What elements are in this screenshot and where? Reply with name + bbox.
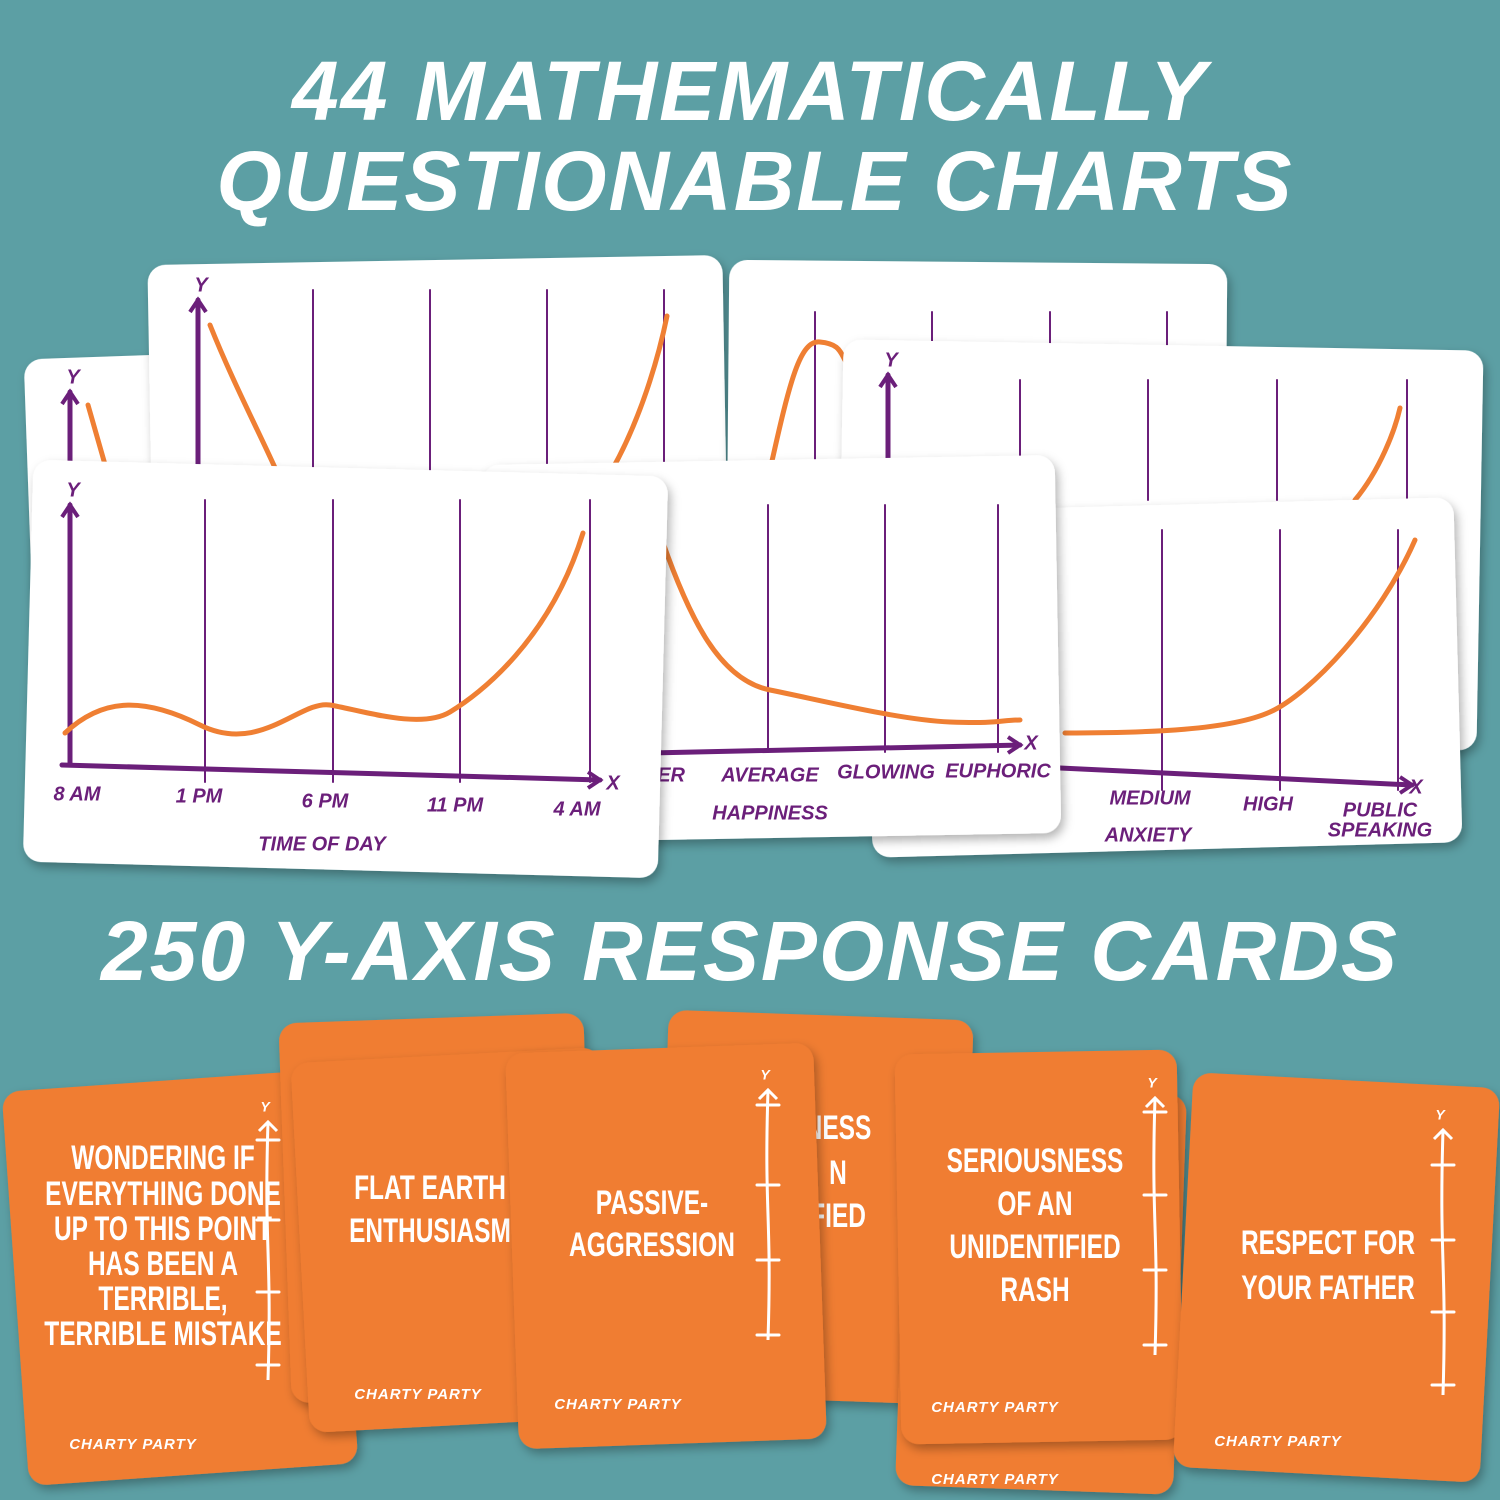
headline: QUESTIONABLE CHARTS xyxy=(216,134,1293,228)
y-axis xyxy=(265,1121,271,1381)
card-text: RESPECT FOR xyxy=(1241,1224,1415,1262)
card-face xyxy=(505,1043,827,1449)
x-tick-label: MEDIUM xyxy=(1109,787,1191,809)
card-text: FLAT EARTH xyxy=(354,1169,506,1207)
y-axis xyxy=(765,1089,771,1341)
x-tick-label: PUBLIC xyxy=(1343,799,1418,821)
card-text: OF AN xyxy=(997,1185,1072,1223)
axis-title: TIME OF DAY xyxy=(258,833,387,855)
card-face xyxy=(23,460,668,878)
curve xyxy=(609,313,670,473)
x-tick-label: 4 AM xyxy=(552,798,601,820)
x-tick-label: 6 PM xyxy=(302,790,350,812)
x-tick-label: SPEAKING xyxy=(1328,819,1432,841)
curve xyxy=(1062,537,1418,736)
rule xyxy=(647,742,1023,756)
card-text: RASH xyxy=(1000,1271,1069,1309)
x-tick-label: EUPHORIC xyxy=(945,760,1051,782)
arrow xyxy=(586,770,604,790)
y-label: Y xyxy=(1147,1075,1158,1091)
card: RESPECT FOR YOUR FATHER Y CHARTY PARTY xyxy=(1173,1073,1500,1482)
card-face xyxy=(2,1070,358,1485)
arrow xyxy=(60,501,80,519)
brand: CHARTY PARTY xyxy=(69,1436,198,1453)
arrow xyxy=(1398,775,1416,795)
y-axis xyxy=(1440,1129,1446,1396)
curve xyxy=(62,530,586,737)
y-label: Y xyxy=(66,479,81,501)
curve xyxy=(207,322,279,473)
card: SERIOUSNESS OF AN UNIDENTIFIED RASH Y CHARTY … xyxy=(894,1049,1184,1445)
brand: CHARTY PARTY xyxy=(554,1396,683,1413)
card-text: N xyxy=(829,1154,847,1192)
axis-title: HAPPINESS xyxy=(712,802,828,824)
card: PASSIVE- AGGRESSION Y CHARTY PARTY xyxy=(505,1043,827,1449)
y-label: Y xyxy=(194,274,209,296)
curve xyxy=(767,339,849,473)
subheadline: 250 Y-AXIS RESPONSE CARDS xyxy=(99,904,1399,998)
card-text: WONDERING IF xyxy=(71,1139,254,1177)
axis-title: ANXIETY xyxy=(1104,824,1193,846)
card-text: UNIDENTIFIED xyxy=(949,1228,1120,1266)
arrow xyxy=(1144,1095,1166,1109)
brand: CHARTY PARTY xyxy=(1214,1433,1343,1450)
y-label: Y xyxy=(1435,1107,1446,1123)
x-label: X xyxy=(605,772,621,794)
y-label: Y xyxy=(884,349,899,371)
x-tick-label: GLOWING xyxy=(837,761,935,783)
y-label: Y xyxy=(260,1099,271,1115)
arrow xyxy=(878,371,898,389)
card-face xyxy=(1173,1073,1500,1482)
curve xyxy=(659,537,1023,726)
x-label: X xyxy=(1408,776,1424,798)
curve xyxy=(85,402,109,471)
card-text: HAS BEEN A xyxy=(88,1245,238,1283)
brand: CHARTY PARTY xyxy=(931,1471,1060,1488)
x-tick-label: HIGH xyxy=(1243,793,1294,815)
arrow xyxy=(188,296,208,314)
card-text: TERRIBLE, xyxy=(98,1280,227,1318)
card-face xyxy=(894,1049,1184,1445)
y-axis xyxy=(1152,1097,1158,1356)
x-tick-label: AVERAGE xyxy=(720,764,819,786)
card-text: AGGRESSION xyxy=(569,1226,735,1264)
x-tick-label: 1 PM xyxy=(176,785,224,807)
card-text: EVERYTHING DONE xyxy=(45,1175,281,1213)
brand: CHARTY PARTY xyxy=(354,1386,483,1403)
rule xyxy=(1057,765,1415,788)
card-text: SERIOUSNESS xyxy=(947,1142,1124,1180)
x-tick-label: 11 PM xyxy=(427,794,485,816)
rule xyxy=(59,762,603,783)
card-text: ENTHUSIASM xyxy=(349,1212,511,1250)
curve xyxy=(1352,405,1403,503)
arrow xyxy=(257,1119,279,1133)
arrow xyxy=(60,388,80,406)
brand: CHARTY PARTY xyxy=(931,1399,1060,1416)
y-label: Y xyxy=(66,366,81,388)
card-text: UP TO THIS POINT xyxy=(54,1210,272,1248)
x-tick-label: 8 AM xyxy=(53,783,101,805)
card-text: YOUR FATHER xyxy=(1241,1269,1415,1307)
arrow xyxy=(757,1087,779,1101)
card: Y X 8 AM 1 PM 6 PM 11 PM 4 AM TIME OF DAY xyxy=(23,460,668,878)
headline: 44 MATHEMATICALLY xyxy=(290,44,1213,138)
arrow xyxy=(1432,1127,1454,1141)
card-text: TERRIBLE MISTAKE xyxy=(44,1315,281,1353)
arrow xyxy=(1006,735,1024,755)
x-label: X xyxy=(1023,732,1039,754)
card-text: PASSIVE- xyxy=(596,1184,708,1222)
y-label: Y xyxy=(760,1067,771,1083)
